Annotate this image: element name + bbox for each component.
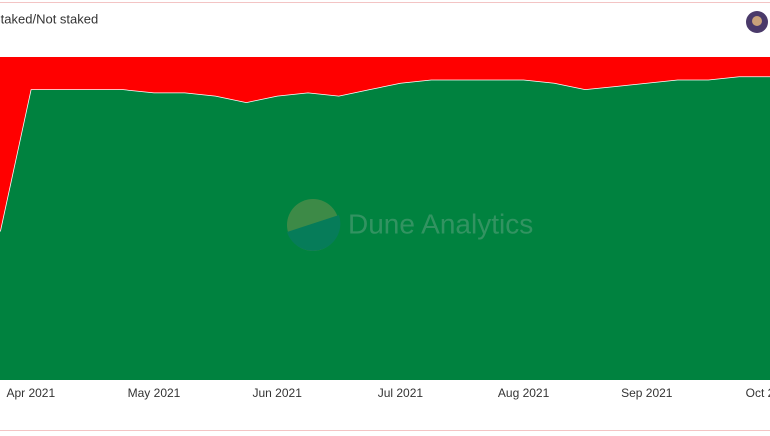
x-tick-label: May 2021 xyxy=(128,386,181,400)
x-tick-label: Apr 2021 xyxy=(6,386,55,400)
x-tick-label: Aug 2021 xyxy=(498,386,550,400)
watermark-logo xyxy=(287,215,341,251)
avatar-face xyxy=(752,16,762,26)
watermark-logo xyxy=(287,199,339,251)
chart-title: Staked/Not staked xyxy=(0,11,98,26)
x-tick-label: Oct 2021 xyxy=(746,386,770,400)
x-tick-label: Jul 2021 xyxy=(378,386,424,400)
watermark: Dune Analytics xyxy=(287,199,533,251)
x-tick-label: Sep 2021 xyxy=(621,386,673,400)
avatar[interactable] xyxy=(746,11,768,33)
area-0 xyxy=(0,76,770,380)
watermark-text: Dune Analytics xyxy=(348,208,533,239)
plot xyxy=(0,57,770,380)
x-axis: Apr 2021 May 2021 Jun 2021 Jul 2021 Aug 2021… xyxy=(6,386,770,400)
x-tick-label: Jun 2021 xyxy=(253,386,303,400)
area-1 xyxy=(0,57,770,232)
